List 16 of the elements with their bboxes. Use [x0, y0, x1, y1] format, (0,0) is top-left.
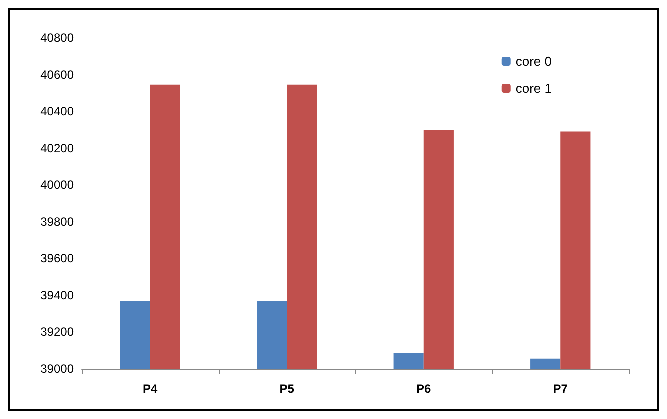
- y-tick-label: 39800: [40, 214, 74, 229]
- y-tick-label: 40000: [40, 178, 74, 192]
- y-tick-label: 39600: [40, 252, 74, 266]
- y-tick-label: 40200: [40, 141, 74, 156]
- x-tick-label: P6: [416, 382, 432, 396]
- x-tick-label: P7: [553, 382, 568, 396]
- legend-label: core 1: [516, 81, 552, 96]
- y-tick-label: 40800: [40, 31, 74, 45]
- y-tick-label: 39200: [40, 325, 74, 340]
- y-tick-label: 40600: [40, 68, 74, 82]
- y-tick-label: 40400: [40, 104, 74, 119]
- x-tick-label: P5: [280, 382, 295, 396]
- legend-label: core 0: [516, 54, 552, 69]
- y-tick-label: 39400: [40, 288, 74, 302]
- y-tick-label: 39000: [40, 362, 74, 376]
- x-tick-label: P4: [143, 382, 158, 396]
